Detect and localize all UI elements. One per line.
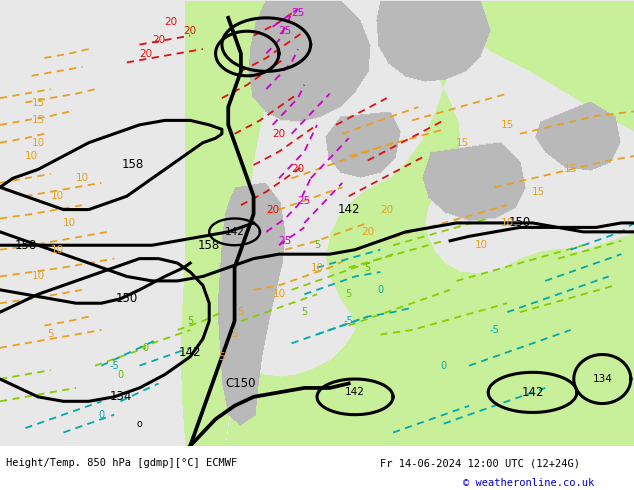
Text: 15: 15 (533, 187, 545, 197)
Text: 5: 5 (301, 307, 307, 317)
Text: 10: 10 (32, 271, 44, 281)
Text: 25: 25 (292, 8, 304, 19)
Text: 5: 5 (314, 240, 320, 250)
Text: 10: 10 (25, 151, 38, 161)
Text: 10: 10 (501, 218, 514, 228)
Text: 5: 5 (231, 329, 238, 340)
Text: 20: 20 (152, 35, 165, 45)
Text: 10: 10 (311, 263, 323, 272)
Text: © weatheronline.co.uk: © weatheronline.co.uk (463, 478, 594, 488)
Text: -5: -5 (489, 325, 500, 335)
Text: 20: 20 (266, 204, 279, 215)
Text: 158: 158 (122, 158, 145, 172)
Text: 20: 20 (361, 227, 374, 237)
Text: 15: 15 (32, 115, 44, 125)
Text: 15: 15 (32, 98, 44, 108)
Text: 10: 10 (51, 245, 63, 255)
Text: 142: 142 (337, 203, 360, 216)
Text: 150: 150 (508, 217, 531, 229)
Text: 5: 5 (219, 352, 225, 362)
Text: 0: 0 (117, 369, 124, 380)
Text: 5: 5 (365, 263, 371, 272)
Text: 142: 142 (179, 346, 202, 359)
Text: 20: 20 (273, 129, 285, 139)
Text: 142: 142 (521, 386, 544, 399)
Text: 20: 20 (380, 204, 393, 215)
Text: 0: 0 (377, 285, 384, 295)
Text: 20: 20 (184, 26, 197, 36)
Text: 0: 0 (441, 361, 447, 370)
Text: 10: 10 (32, 138, 44, 147)
Text: 158: 158 (14, 239, 37, 252)
Text: 0: 0 (143, 343, 149, 353)
Text: 10: 10 (51, 191, 63, 201)
Text: 134: 134 (592, 374, 612, 384)
Text: 10: 10 (76, 173, 89, 183)
Text: 142: 142 (345, 388, 365, 397)
Text: 142: 142 (224, 227, 245, 237)
Text: 15: 15 (456, 138, 469, 147)
Text: 5: 5 (187, 316, 193, 326)
Text: 25: 25 (279, 26, 292, 36)
Text: 5: 5 (48, 329, 54, 340)
Text: C150: C150 (226, 377, 256, 390)
Text: 0: 0 (98, 410, 105, 420)
Text: o: o (136, 418, 143, 429)
Text: 15: 15 (501, 120, 514, 130)
Text: Fr 14-06-2024 12:00 UTC (12+24G): Fr 14-06-2024 12:00 UTC (12+24G) (380, 458, 580, 468)
Text: 134: 134 (109, 391, 132, 403)
Text: 25: 25 (279, 236, 292, 246)
Text: 10: 10 (273, 289, 285, 299)
Text: 150: 150 (115, 292, 138, 305)
Text: -5: -5 (344, 316, 354, 326)
Text: -5: -5 (109, 361, 119, 370)
Text: 10: 10 (63, 218, 76, 228)
Text: 25: 25 (298, 196, 311, 206)
Text: Height/Temp. 850 hPa [gdmp][°C] ECMWF: Height/Temp. 850 hPa [gdmp][°C] ECMWF (6, 458, 238, 468)
Text: 20: 20 (165, 17, 178, 27)
Text: 10: 10 (476, 240, 488, 250)
Text: 5: 5 (238, 307, 244, 317)
Text: 5: 5 (346, 289, 352, 299)
Text: 158: 158 (198, 239, 221, 252)
Text: 20: 20 (292, 165, 304, 174)
Text: 15: 15 (564, 165, 577, 174)
Text: 20: 20 (139, 49, 152, 58)
